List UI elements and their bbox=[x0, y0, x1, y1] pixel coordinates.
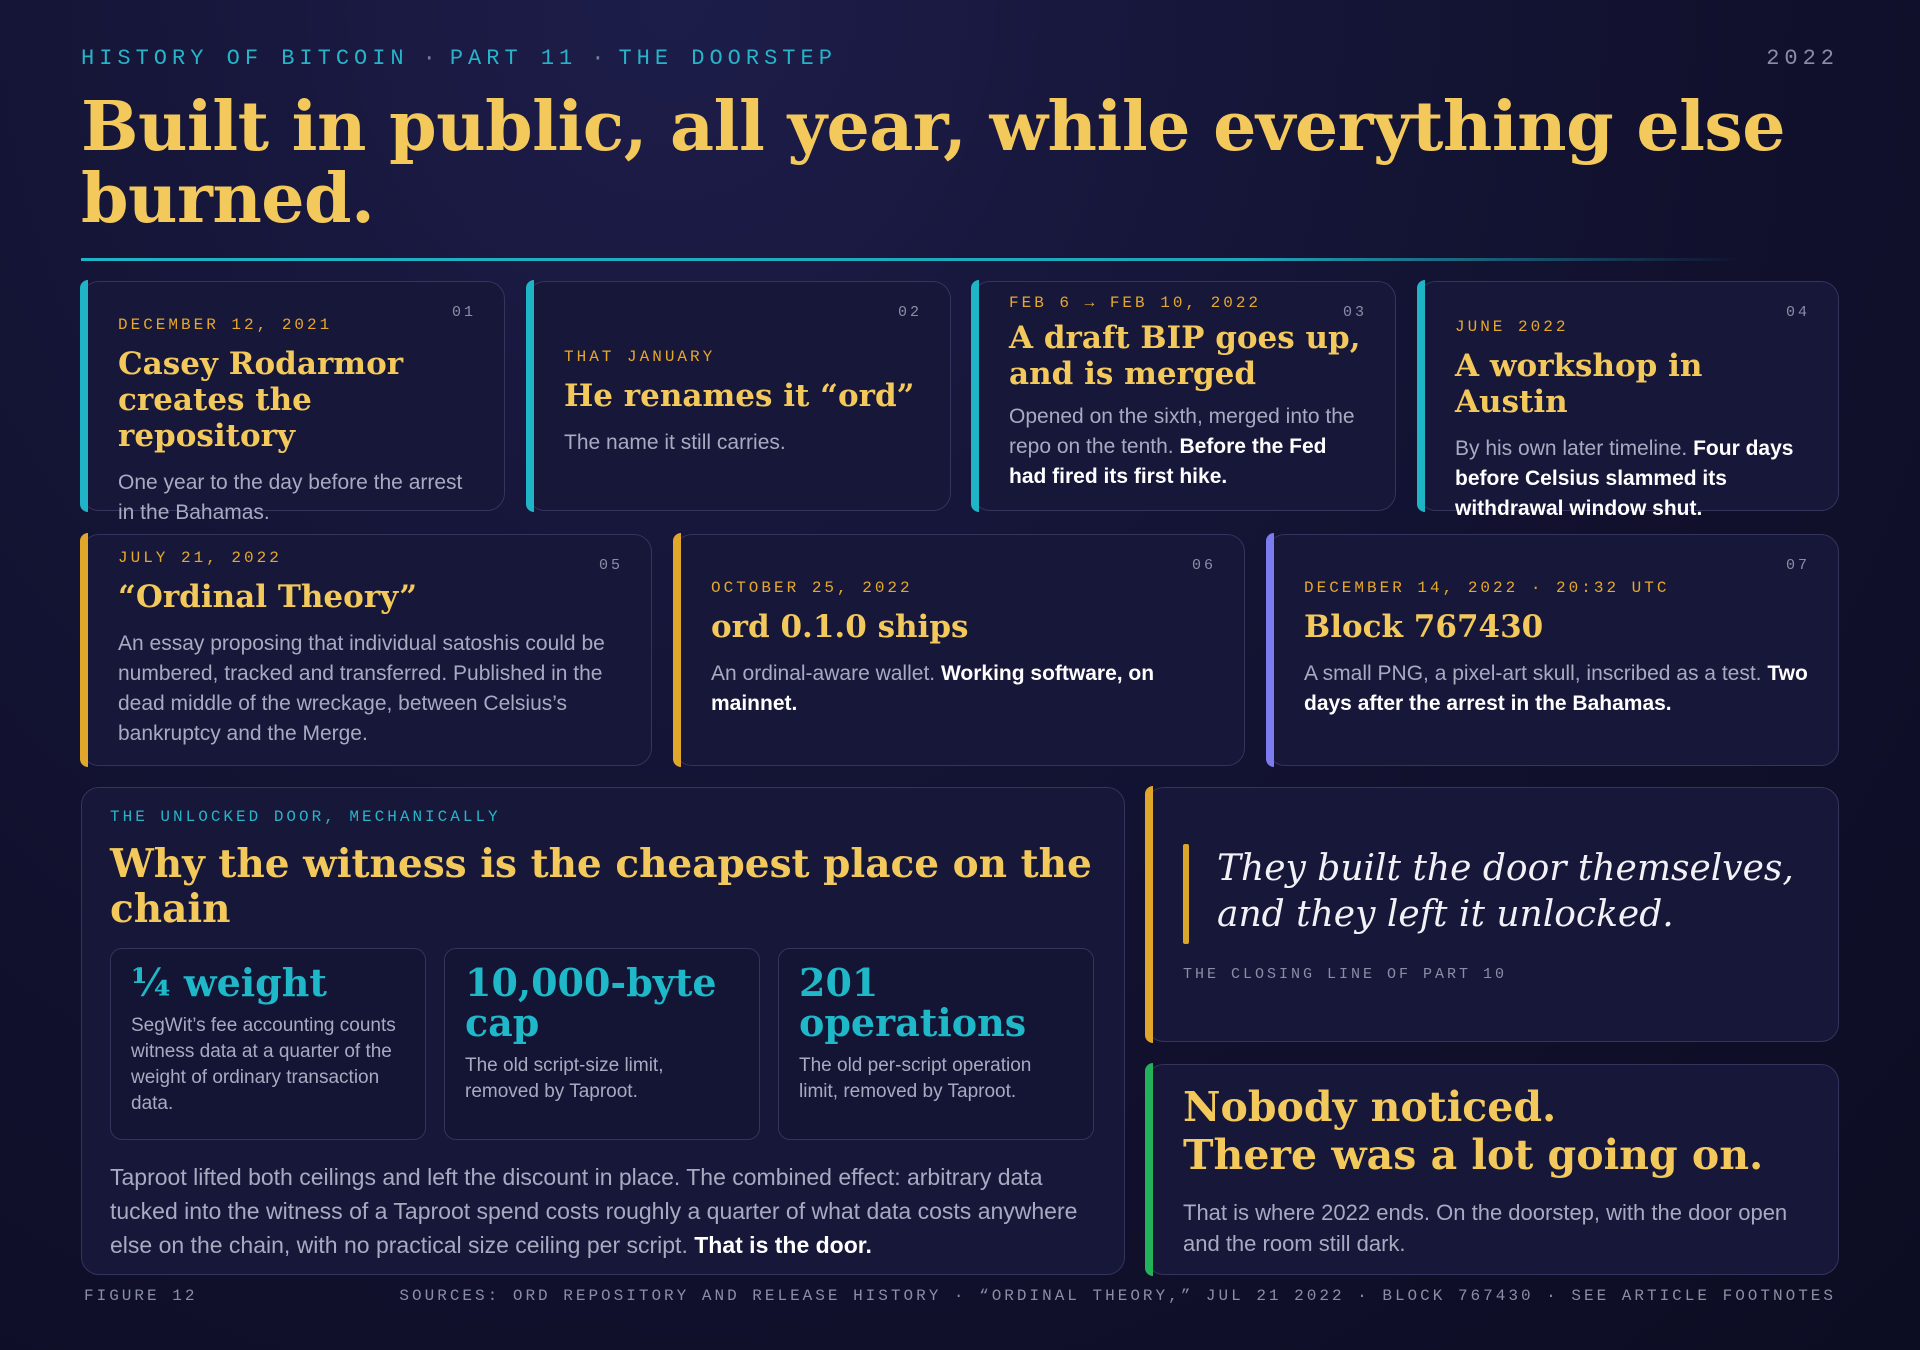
card-body-text: An essay proposing that individual satos… bbox=[118, 632, 605, 745]
mechanics-title: Why the witness is the cheapest place on… bbox=[110, 841, 1092, 932]
stat-value: 10,000-byte cap bbox=[465, 960, 717, 1045]
page-header: HISTORY OF BITCOIN · PART 11 · THE DOORSTEP … bbox=[81, 46, 1839, 235]
page-footer: FIGURE 12 SOURCES: ORD REPOSITORY AND RE… bbox=[84, 1287, 1836, 1305]
card-body-text: An ordinal-aware wallet. bbox=[711, 662, 941, 685]
mechanics-summary: Taproot lifted both ceilings and left th… bbox=[110, 1160, 1100, 1262]
card-title: “Ordinal Theory” bbox=[118, 579, 418, 615]
card-title: He renames it “ord” bbox=[564, 378, 915, 414]
card-date: FEB 6 → FEB 10, 2022 bbox=[1009, 294, 1262, 312]
card-number: 07 bbox=[1785, 557, 1810, 574]
summary-emphasis: That is the door. bbox=[694, 1232, 872, 1258]
card-body-text: By his own later timeline. bbox=[1455, 437, 1694, 460]
card-body-emphasis: Working software, on mainnet. bbox=[711, 662, 1155, 715]
card-title: Block 767430 bbox=[1304, 609, 1544, 645]
card-body-text: The name it still carries. bbox=[564, 431, 786, 454]
card-date: JUNE 2022 bbox=[1455, 318, 1569, 336]
card-body: The name it still carries. bbox=[564, 428, 922, 458]
timeline-card-02: 02 THAT JANUARY He renames it “ord” The … bbox=[526, 280, 951, 512]
timeline-card-03: 03 FEB 6 → FEB 10, 2022 A draft BIP goes… bbox=[971, 280, 1396, 512]
ending-title-line2: There was a lot going on. bbox=[1183, 1131, 1764, 1179]
quote-caption: THE CLOSING LINE OF PART 10 bbox=[1183, 966, 1508, 983]
stat-card-operations: 201 operations The old per-script operat… bbox=[778, 948, 1094, 1140]
timeline-card-01: 01 DECEMBER 12, 2021 Casey Rodarmor crea… bbox=[80, 280, 505, 524]
quote-card: They built the door themselves, and they… bbox=[1145, 786, 1839, 1043]
card-body-emphasis: Before the Fed had fired its first hike. bbox=[1009, 435, 1327, 488]
kicker-part: PART 11 bbox=[449, 46, 578, 71]
card-date: DECEMBER 14, 2022 · 20:32 UTC bbox=[1304, 579, 1670, 597]
ending-card: Nobody noticed. There was a lot going on… bbox=[1145, 1063, 1839, 1276]
stat-card-size-cap: 10,000-byte cap The old script-size limi… bbox=[444, 948, 760, 1140]
card-body: One year to the day before the arrest in… bbox=[118, 468, 476, 528]
kicker-chapter: THE DOORSTEP bbox=[618, 46, 837, 71]
summary-text: Taproot lifted both ceilings and left th… bbox=[110, 1164, 1078, 1258]
closing-quote: They built the door themselves, and they… bbox=[1217, 848, 1794, 935]
ending-body: That is where 2022 ends. On the doorstep… bbox=[1183, 1200, 1788, 1256]
card-title: A draft BIP goes up, and is merged bbox=[1009, 320, 1361, 392]
kicker-series: HISTORY OF BITCOIN bbox=[81, 46, 409, 71]
card-number: 04 bbox=[1785, 304, 1810, 321]
card-body-emphasis: Four days before Celsius slammed its wit… bbox=[1455, 437, 1794, 520]
card-number: 01 bbox=[451, 304, 476, 321]
kicker-separator: · bbox=[422, 46, 436, 71]
timeline-card-05: 05 JULY 21, 2022 “Ordinal Theory” An ess… bbox=[80, 533, 652, 767]
title-divider bbox=[81, 258, 1741, 261]
stat-description: The old per-script operation limit, remo… bbox=[799, 1055, 1032, 1102]
card-body: By his own later timeline. Four days bef… bbox=[1455, 434, 1810, 524]
card-body: An ordinal-aware wallet. Working softwar… bbox=[711, 659, 1216, 719]
stat-value: 201 operations bbox=[799, 960, 1027, 1045]
card-body: Opened on the sixth, merged into the rep… bbox=[1009, 402, 1367, 492]
card-number: 03 bbox=[1342, 304, 1367, 321]
card-number: 02 bbox=[897, 304, 922, 321]
series-kicker: HISTORY OF BITCOIN · PART 11 · THE DOORSTEP bbox=[81, 46, 1839, 71]
stat-description: SegWit’s fee accounting counts witness d… bbox=[131, 1015, 396, 1114]
card-body-text: Opened on the sixth, merged into the rep… bbox=[1009, 405, 1355, 458]
card-title: ord 0.1.0 ships bbox=[711, 609, 969, 645]
card-title: A workshop in Austin bbox=[1455, 348, 1703, 420]
ending-title-line1: Nobody noticed. bbox=[1183, 1083, 1557, 1131]
card-number: 06 bbox=[1191, 557, 1216, 574]
card-body-text: One year to the day before the arrest in… bbox=[118, 471, 463, 524]
timeline-card-06: 06 OCTOBER 25, 2022 ord 0.1.0 ships An o… bbox=[673, 533, 1245, 767]
figure-label: FIGURE 12 bbox=[84, 1287, 198, 1305]
stat-description: The old script-size limit, removed by Ta… bbox=[465, 1055, 664, 1102]
card-body-text: A small PNG, a pixel-art skull, inscribe… bbox=[1304, 662, 1768, 685]
year-label: 2022 bbox=[1766, 46, 1839, 71]
kicker-separator: · bbox=[591, 46, 605, 71]
card-body: A small PNG, a pixel-art skull, inscribe… bbox=[1304, 659, 1810, 719]
timeline-card-07: 07 DECEMBER 14, 2022 · 20:32 UTC Block 7… bbox=[1266, 533, 1839, 767]
stat-value: ¼ weight bbox=[131, 960, 327, 1005]
ending-title: Nobody noticed. There was a lot going on… bbox=[1183, 1083, 1810, 1179]
card-date: JULY 21, 2022 bbox=[118, 549, 282, 567]
mechanics-panel: THE UNLOCKED DOOR, MECHANICALLY Why the … bbox=[81, 787, 1125, 1275]
card-date: OCTOBER 25, 2022 bbox=[711, 579, 913, 597]
page-title: Built in public, all year, while everyth… bbox=[81, 87, 1785, 239]
card-number: 05 bbox=[598, 557, 623, 574]
timeline-card-04: 04 JUNE 2022 A workshop in Austin By his… bbox=[1417, 280, 1839, 520]
quote-bar bbox=[1183, 844, 1189, 944]
stat-card-weight: ¼ weight SegWit’s fee accounting counts … bbox=[110, 948, 426, 1140]
card-body: An essay proposing that individual satos… bbox=[118, 629, 623, 749]
card-body-emphasis: Two days after the arrest in the Bahamas… bbox=[1304, 662, 1808, 715]
card-date: THAT JANUARY bbox=[564, 348, 716, 366]
mechanics-kicker: THE UNLOCKED DOOR, MECHANICALLY bbox=[110, 808, 501, 826]
card-title: Casey Rodarmor creates the repository bbox=[118, 346, 404, 454]
card-date: DECEMBER 12, 2021 bbox=[118, 316, 333, 334]
sources-line: SOURCES: ORD REPOSITORY AND RELEASE HIST… bbox=[399, 1287, 1836, 1305]
